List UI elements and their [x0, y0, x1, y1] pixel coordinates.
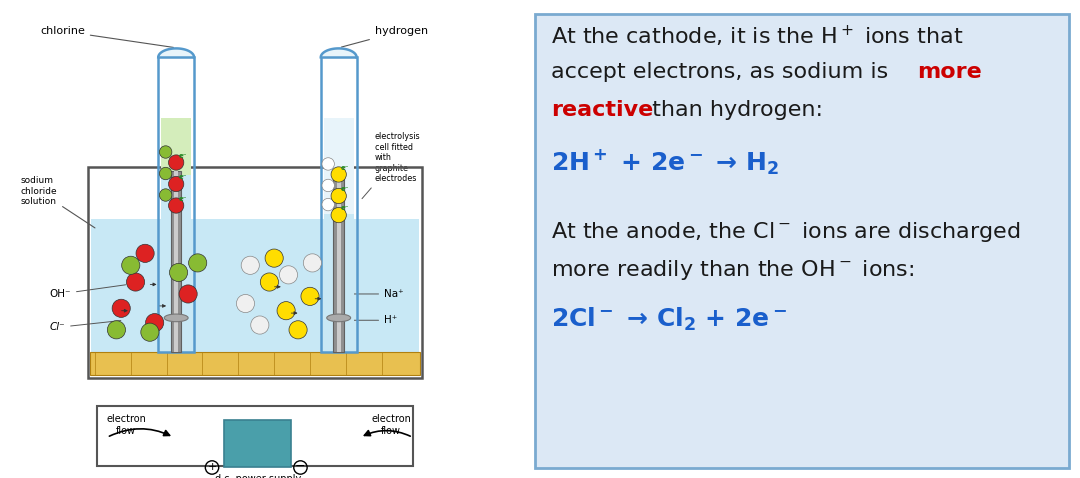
Text: 2Cl$\mathregular{^-}$ → Cl$\mathregular{_2}$ + 2e$\mathregular{^-}$: 2Cl$\mathregular{^-}$ → Cl$\mathregular{… — [551, 306, 787, 333]
Circle shape — [280, 266, 298, 284]
Circle shape — [265, 249, 283, 267]
Text: e⁻: e⁻ — [341, 165, 350, 171]
Circle shape — [160, 167, 172, 180]
Circle shape — [241, 256, 259, 274]
Text: chlorine: chlorine — [40, 26, 174, 47]
Bar — [87, 167, 422, 378]
Text: than hydrogen:: than hydrogen: — [645, 100, 823, 120]
Text: accept electrons, as sodium is: accept electrons, as sodium is — [551, 62, 895, 82]
FancyBboxPatch shape — [535, 14, 1069, 468]
Circle shape — [260, 273, 279, 291]
Text: −: − — [295, 460, 306, 473]
Text: more: more — [918, 62, 983, 82]
Circle shape — [112, 299, 131, 317]
Text: At the cathode, it is the H$\mathregular{^+}$ ions that: At the cathode, it is the H$\mathregular… — [551, 24, 963, 49]
Circle shape — [122, 256, 139, 274]
Circle shape — [126, 273, 145, 291]
Text: At the anode, the Cl$\mathregular{^-}$ ions are discharged: At the anode, the Cl$\mathregular{^-}$ i… — [551, 220, 1021, 244]
Circle shape — [332, 167, 347, 182]
Text: e⁻: e⁻ — [341, 186, 350, 192]
Bar — [161, 175, 191, 352]
Bar — [334, 171, 343, 352]
Circle shape — [179, 285, 198, 303]
Circle shape — [301, 287, 319, 305]
Circle shape — [140, 323, 159, 341]
Circle shape — [303, 254, 322, 272]
Text: more readily than the OH$\mathregular{^-}$ ions:: more readily than the OH$\mathregular{^-… — [551, 258, 915, 282]
Circle shape — [170, 263, 188, 282]
Circle shape — [332, 188, 347, 204]
Circle shape — [251, 316, 269, 334]
Bar — [97, 406, 413, 466]
Text: electron
flow: electron flow — [106, 414, 146, 436]
Bar — [324, 214, 354, 352]
Circle shape — [146, 314, 164, 332]
Text: e⁻: e⁻ — [178, 174, 187, 180]
Circle shape — [322, 158, 335, 170]
Circle shape — [189, 254, 206, 272]
Circle shape — [160, 189, 172, 201]
Text: reactive: reactive — [551, 100, 653, 120]
Text: d.c. power supply: d.c. power supply — [215, 474, 301, 478]
Text: OH⁻: OH⁻ — [50, 285, 125, 299]
Bar — [91, 218, 419, 374]
Bar — [324, 118, 354, 214]
Text: e⁻: e⁻ — [178, 153, 187, 159]
Circle shape — [322, 198, 335, 211]
Ellipse shape — [327, 314, 351, 322]
Circle shape — [278, 302, 295, 320]
Text: hydrogen: hydrogen — [341, 26, 428, 47]
Text: H⁺: H⁺ — [351, 315, 397, 325]
Bar — [90, 352, 420, 375]
Text: electrolysis
cell fitted
with
graphite
electrodes: electrolysis cell fitted with graphite e… — [362, 132, 420, 199]
Circle shape — [332, 207, 347, 223]
Circle shape — [237, 294, 255, 313]
Bar — [159, 57, 194, 352]
Circle shape — [168, 198, 184, 213]
Text: +: + — [207, 462, 217, 472]
Circle shape — [168, 176, 184, 192]
Text: e⁻: e⁻ — [341, 206, 350, 211]
Bar — [224, 420, 291, 467]
Text: electron
flow: electron flow — [372, 414, 411, 436]
Bar — [337, 171, 340, 352]
Text: 2H$\mathregular{^+}$ + 2e$\mathregular{^-}$ → H$\mathregular{_2}$: 2H$\mathregular{^+}$ + 2e$\mathregular{^… — [551, 148, 780, 177]
Circle shape — [136, 244, 154, 262]
Text: sodium
chloride
solution: sodium chloride solution — [21, 176, 95, 228]
Circle shape — [160, 146, 172, 158]
Ellipse shape — [164, 314, 188, 322]
Circle shape — [322, 179, 335, 192]
Bar — [174, 171, 178, 352]
Circle shape — [168, 155, 184, 170]
Text: e⁻: e⁻ — [178, 196, 187, 202]
Bar — [161, 118, 191, 175]
Text: Cl⁻: Cl⁻ — [50, 321, 121, 332]
Bar — [321, 57, 356, 352]
Circle shape — [107, 321, 125, 339]
Bar — [171, 171, 181, 352]
Text: Na⁺: Na⁺ — [351, 289, 404, 299]
Circle shape — [289, 321, 307, 339]
